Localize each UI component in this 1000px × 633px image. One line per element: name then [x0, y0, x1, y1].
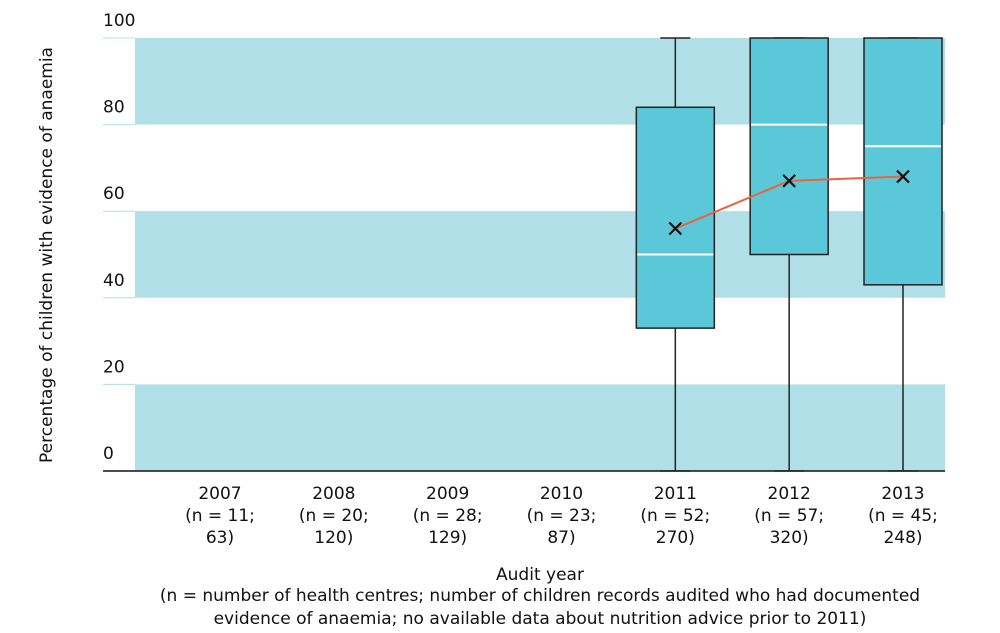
x-tick-label: 2011: [654, 484, 697, 504]
x-axis-label: Audit year: [496, 565, 584, 585]
x-tick-note: (n = 11;: [185, 506, 255, 526]
mean-marker: [668, 221, 683, 236]
x-tick-note: 120): [314, 528, 353, 548]
x-tick-note: 270): [656, 528, 695, 548]
y-tick-label: 40: [103, 271, 125, 291]
y-tick-label: 20: [103, 357, 125, 377]
y-tick-label: 0: [103, 444, 114, 464]
x-tick-note: (n = 20;: [299, 506, 369, 526]
y-tick-label: 80: [103, 98, 125, 118]
box: [749, 37, 829, 256]
x-tick-label: 2013: [881, 484, 924, 504]
x-tick-label: 2012: [768, 484, 811, 504]
mean-marker: [896, 169, 910, 184]
x-tick-label: 2010: [540, 484, 583, 504]
mean-marker: [782, 174, 796, 188]
x-tick-note: 129): [428, 528, 467, 548]
y-tick-label: 100: [103, 11, 135, 31]
x-tick-label: 2007: [198, 484, 241, 504]
footnote: (n = number of health centres; number of…: [160, 586, 920, 606]
x-tick-note: 248): [883, 528, 922, 548]
grid-band: [135, 384, 945, 471]
y-axis-label: Percentage of children with evidence of …: [37, 47, 57, 463]
x-tick-note: (n = 45;: [868, 506, 938, 526]
x-tick-label: 2009: [426, 484, 469, 504]
x-tick-note: 63): [206, 528, 234, 548]
x-tick-note: (n = 57;: [754, 506, 824, 526]
x-tick-note: (n = 52;: [640, 506, 710, 526]
x-tick-note: 87): [547, 528, 575, 548]
footnote: evidence of anaemia; no available data a…: [214, 609, 867, 629]
x-tick-note: 320): [770, 528, 809, 548]
x-tick-label: 2008: [312, 484, 355, 504]
y-tick-label: 60: [103, 184, 125, 204]
x-tick-note: (n = 23;: [527, 506, 597, 526]
x-tick-note: (n = 28;: [413, 506, 483, 526]
box: [863, 37, 943, 286]
